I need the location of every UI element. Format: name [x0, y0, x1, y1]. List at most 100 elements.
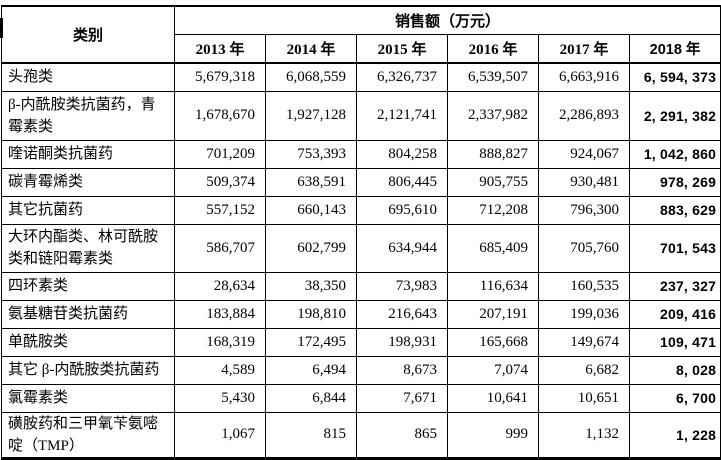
category-cell: 喹诺酮类抗菌药	[1, 139, 175, 169]
value-2014: 1,927,128	[265, 90, 357, 141]
value-2018: 1, 228	[628, 411, 721, 459]
value-2017: 6,682	[538, 355, 630, 385]
category-cell: 其它 β-内酰胺类抗菌药	[1, 355, 175, 385]
value-2014: 38,350	[265, 271, 357, 301]
value-2015: 695,610	[356, 195, 448, 225]
value-2018: 237, 327	[628, 271, 721, 301]
value-2013: 701,209	[174, 139, 266, 169]
category-cell: β-内酰胺类抗菌药，青霉素类	[1, 90, 175, 141]
value-2015: 198,931	[356, 327, 448, 357]
value-2014: 815	[265, 411, 357, 459]
column-header-2016: 2016 年	[447, 33, 539, 64]
value-2014: 6,494	[265, 355, 357, 385]
value-2016: 999	[447, 411, 539, 459]
table-row: 头孢类 5,679,318 6,068,559 6,326,737 6,539,…	[1, 62, 721, 92]
antibiotic-sales-table: 类别 销售额（万元） 2013 年 2014 年 2015 年 2016 年 2…	[1, 5, 721, 460]
value-2017: 1,132	[538, 411, 630, 459]
table-row: 喹诺酮类抗菌药 701,209 753,393 804,258 888,827 …	[1, 139, 721, 169]
value-2017: 705,760	[538, 223, 630, 273]
value-2017: 6,663,916	[538, 62, 630, 92]
value-2015: 2,121,741	[356, 90, 448, 141]
value-2018: 1, 042, 860	[628, 139, 721, 169]
value-2016: 2,337,982	[447, 90, 539, 141]
value-2015: 7,671	[356, 383, 448, 413]
category-cell: 其它抗菌药	[1, 195, 175, 225]
value-2014: 198,810	[265, 299, 357, 329]
value-2017: 924,067	[538, 139, 630, 169]
value-2015: 6,326,737	[356, 62, 448, 92]
table-row: 四环素类 28,634 38,350 73,983 116,634 160,53…	[1, 271, 721, 301]
category-cell: 四环素类	[1, 271, 175, 301]
value-2017: 930,481	[538, 167, 630, 197]
table-row: 氨基糖苷类抗菌药 183,884 198,810 216,643 207,191…	[1, 299, 721, 329]
value-2013: 28,634	[174, 271, 266, 301]
table-row: β-内酰胺类抗菌药，青霉素类 1,678,670 1,927,128 2,121…	[1, 90, 721, 141]
value-2014: 638,591	[265, 167, 357, 197]
column-header-2013: 2013 年	[174, 33, 266, 64]
value-2013: 1,067	[174, 411, 266, 459]
value-2016: 685,409	[447, 223, 539, 273]
value-2016: 10,641	[447, 383, 539, 413]
category-cell: 大环内酯类、林可酰胺类和链阳霉素类	[1, 223, 175, 273]
value-2015: 806,445	[356, 167, 448, 197]
column-header-category: 类别	[1, 5, 175, 64]
value-2016: 207,191	[447, 299, 539, 329]
table-row: 磺胺药和三甲氧苄氨嘧啶（TMP） 1,067 815 865 999 1,132…	[1, 411, 721, 459]
value-2013: 509,374	[174, 167, 266, 197]
value-2016: 888,827	[447, 139, 539, 169]
value-2015: 73,983	[356, 271, 448, 301]
value-2018: 209, 416	[628, 299, 721, 329]
value-2015: 8,673	[356, 355, 448, 385]
value-2015: 804,258	[356, 139, 448, 169]
value-2017: 160,535	[538, 271, 630, 301]
value-2014: 602,799	[265, 223, 357, 273]
value-2014: 6,068,559	[265, 62, 357, 92]
value-2017: 796,300	[538, 195, 630, 225]
category-cell: 磺胺药和三甲氧苄氨嘧啶（TMP）	[1, 411, 175, 459]
category-cell: 氯霉素类	[1, 383, 175, 413]
table-header-years-row: 2013 年 2014 年 2015 年 2016 年 2017 年 2018 …	[2, 33, 721, 64]
table-row: 其它抗菌药 557,152 660,143 695,610 712,208 79…	[1, 195, 721, 225]
category-cell: 单酰胺类	[1, 327, 175, 357]
column-header-2017: 2017 年	[538, 33, 630, 64]
value-2013: 5,679,318	[174, 62, 266, 92]
column-header-2015: 2015 年	[356, 33, 448, 64]
value-2013: 586,707	[174, 223, 266, 273]
value-2013: 168,319	[174, 327, 266, 357]
value-2016: 905,755	[447, 167, 539, 197]
category-cell: 头孢类	[1, 62, 175, 92]
column-header-2014: 2014 年	[265, 33, 357, 64]
table-row: 单酰胺类 168,319 172,495 198,931 165,668 149…	[1, 327, 721, 357]
value-2015: 634,944	[356, 223, 448, 273]
value-2013: 5,430	[174, 383, 266, 413]
value-2017: 2,286,893	[538, 90, 630, 141]
value-2014: 6,844	[265, 383, 357, 413]
value-2013: 557,152	[174, 195, 266, 225]
value-2015: 865	[356, 411, 448, 459]
value-2013: 4,589	[174, 355, 266, 385]
value-2014: 753,393	[265, 139, 357, 169]
value-2018: 701, 543	[628, 223, 721, 273]
table-row: 碳青霉烯类 509,374 638,591 806,445 905,755 93…	[1, 167, 721, 197]
value-2018: 109, 471	[628, 327, 721, 357]
value-2014: 660,143	[265, 195, 357, 225]
table-header-group-row: 类别 销售额（万元）	[1, 5, 721, 64]
value-2015: 216,643	[356, 299, 448, 329]
value-2018: 6, 700	[628, 383, 721, 413]
value-2016: 6,539,507	[447, 62, 539, 92]
table-row: 其它 β-内酰胺类抗菌药 4,589 6,494 8,673 7,074 6,6…	[1, 355, 721, 385]
value-2017: 149,674	[538, 327, 630, 357]
category-cell: 氨基糖苷类抗菌药	[1, 299, 175, 329]
value-2013: 183,884	[174, 299, 266, 329]
table-row: 大环内酯类、林可酰胺类和链阳霉素类 586,707 602,799 634,94…	[1, 223, 721, 273]
value-2018: 2, 291, 382	[628, 90, 721, 141]
column-header-sales-group: 销售额（万元）	[173, 5, 721, 35]
value-2016: 712,208	[447, 195, 539, 225]
value-2016: 165,668	[447, 327, 539, 357]
table-row: 氯霉素类 5,430 6,844 7,671 10,641 10,651 6, …	[1, 383, 721, 413]
value-2017: 10,651	[538, 383, 630, 413]
column-header-2018: 2018 年	[628, 33, 721, 64]
value-2017: 199,036	[538, 299, 630, 329]
value-2013: 1,678,670	[174, 90, 266, 141]
value-2018: 8, 028	[628, 355, 721, 385]
